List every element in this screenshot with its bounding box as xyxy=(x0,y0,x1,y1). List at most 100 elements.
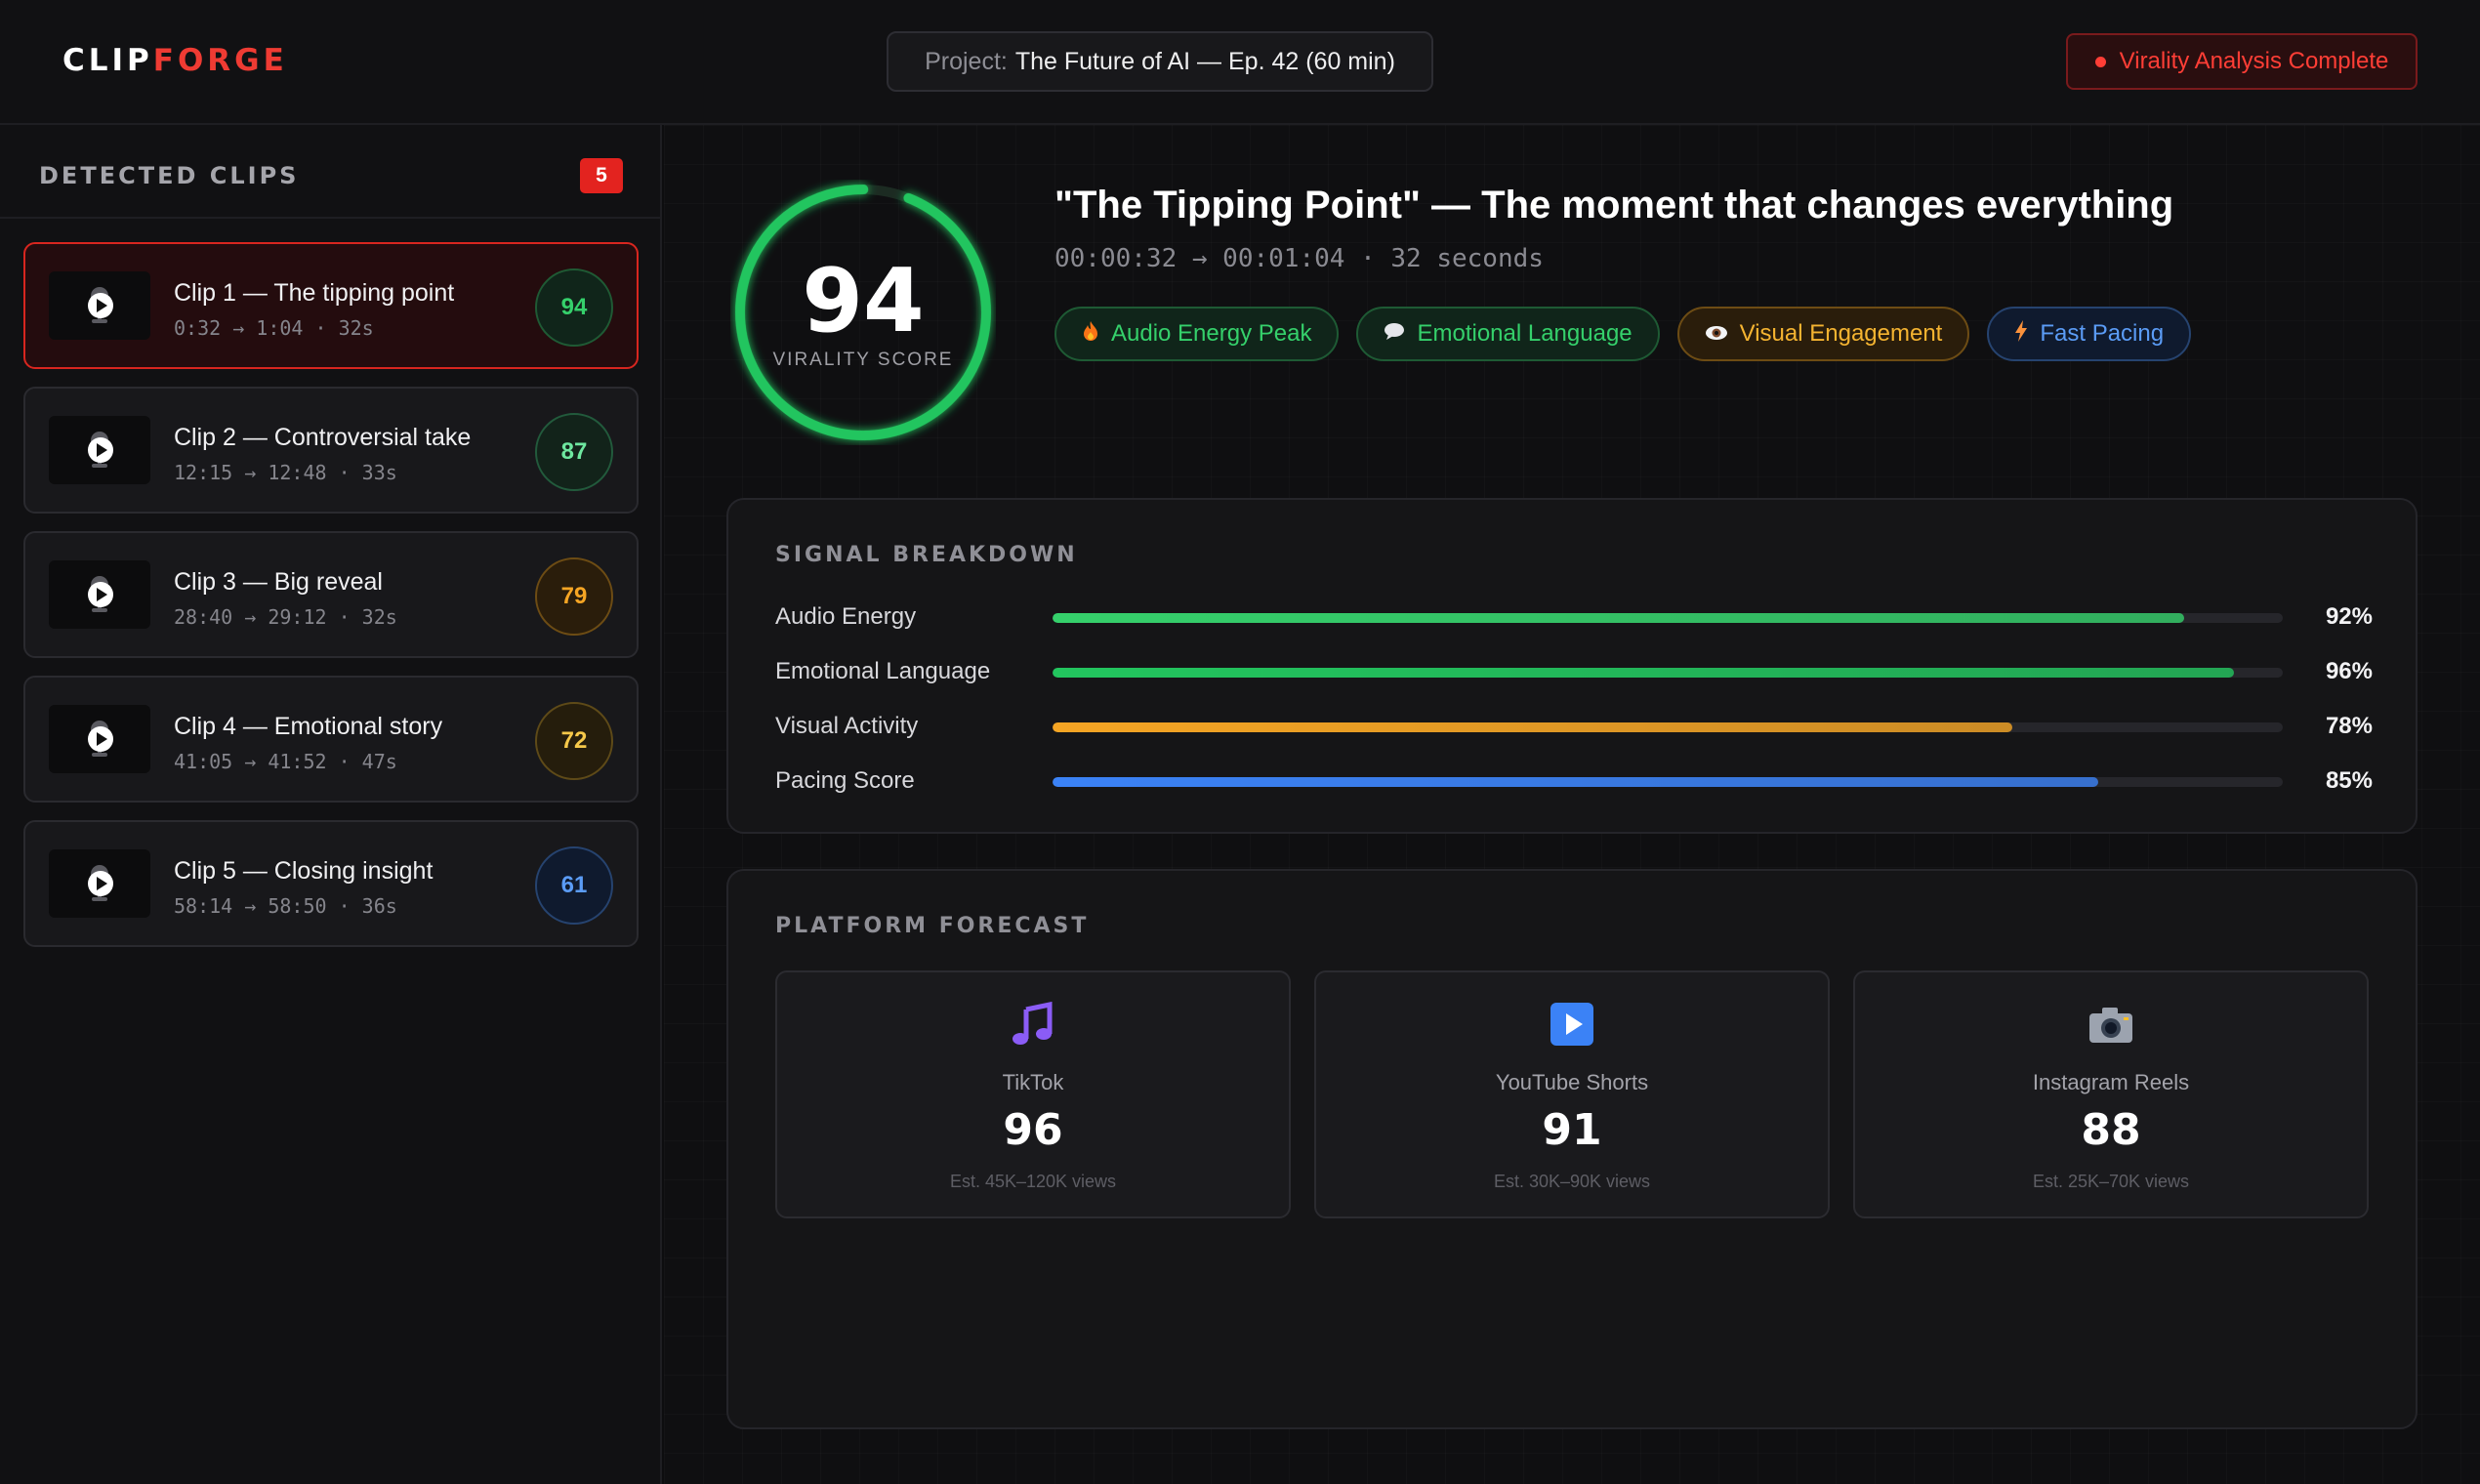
signal-percent: 85% xyxy=(2325,767,2373,794)
clip-title: Clip 1 — The tipping point xyxy=(174,279,455,307)
clip-thumbnail[interactable] xyxy=(49,271,150,340)
signal-bar-fill xyxy=(1053,613,2185,623)
platform-name: Instagram Reels xyxy=(2032,1070,2190,1094)
fire-icon xyxy=(1082,320,1099,348)
platform-card-instagram-reels[interactable]: Instagram Reels 88 Est. 25K–70K views xyxy=(1853,970,2369,1218)
platform-name: TikTok xyxy=(1002,1070,1064,1094)
clip-item-2[interactable]: Clip 2 — Controversial take 12:15 → 12:4… xyxy=(23,387,639,514)
signal-tags: Audio Energy Peak Emotional Language Vis… xyxy=(1054,307,2192,361)
tag-label: Audio Energy Peak xyxy=(1111,320,1312,347)
status-text: Virality Analysis Complete xyxy=(2119,48,2389,74)
sidebar-header: DETECTED CLIPS 5 xyxy=(0,125,660,219)
signal-percent: 92% xyxy=(2325,603,2373,630)
score-arc xyxy=(735,185,991,440)
sidebar-title: DETECTED CLIPS xyxy=(39,162,300,189)
tag-visual-engagement[interactable]: Visual Engagement xyxy=(1676,307,1970,361)
project-name: The Future of AI — Ep. 42 (60 min) xyxy=(1014,47,1395,75)
top-bar: CLIPFORGE Project: The Future of AI — Ep… xyxy=(0,0,2480,125)
clip-timecode: 0:32 → 1:04 · 32s xyxy=(174,316,374,340)
play-icon[interactable] xyxy=(88,726,113,752)
signal-percent: 78% xyxy=(2325,713,2373,739)
clip-item-5[interactable]: Clip 5 — Closing insight 58:14 → 58:50 ·… xyxy=(23,820,639,947)
clip-title: Clip 4 — Emotional story xyxy=(174,713,443,740)
lightning-icon xyxy=(2014,320,2028,348)
signal-label: Visual Activity xyxy=(775,713,919,739)
signal-label: Pacing Score xyxy=(775,767,915,794)
clip-item-3[interactable]: Clip 3 — Big reveal 28:40 → 29:12 · 32s … xyxy=(23,531,639,658)
analysis-status-badge: Virality Analysis Complete xyxy=(2066,33,2418,90)
platform-forecast-title: PLATFORM FORECAST xyxy=(775,914,1090,938)
signal-bar-track xyxy=(1053,668,2283,678)
clip-item-4[interactable]: Clip 4 — Emotional story 41:05 → 41:52 ·… xyxy=(23,676,639,803)
tag-label: Visual Engagement xyxy=(1739,320,1943,347)
clip-title: Clip 3 — Big reveal xyxy=(174,568,383,596)
clips-sidebar: DETECTED CLIPS 5 Clip 1 — The tipping po… xyxy=(0,125,662,1484)
app-logo[interactable]: CLIPFORGE xyxy=(62,43,288,78)
speech-bubble-icon xyxy=(1384,321,1405,347)
play-button-icon xyxy=(1316,1002,1828,1047)
clip-count-badge: 5 xyxy=(580,158,623,193)
platform-card-tiktok[interactable]: TikTok 96 Est. 45K–120K views xyxy=(775,970,1291,1218)
play-icon[interactable] xyxy=(88,437,113,463)
clip-thumbnail[interactable] xyxy=(49,705,150,773)
logo-part-forge: FORGE xyxy=(152,43,288,78)
clip-item-1[interactable]: Clip 1 — The tipping point 0:32 → 1:04 ·… xyxy=(23,242,639,369)
clip-score-badge: 72 xyxy=(535,702,613,780)
music-note-icon xyxy=(777,1002,1289,1047)
status-dot-icon xyxy=(2094,56,2106,67)
clip-thumbnail[interactable] xyxy=(49,416,150,484)
clip-timecode: 28:40 → 29:12 · 32s xyxy=(174,605,397,629)
platform-forecast-panel: PLATFORM FORECAST TikTok 96 Est. 45K–120… xyxy=(726,869,2418,1429)
logo-part-clip: CLIP xyxy=(62,43,153,78)
platform-score: 88 xyxy=(2081,1105,2141,1155)
signal-bar-fill xyxy=(1053,722,2012,732)
clip-detail-panel: 94 VIRALITY SCORE "The Tipping Point" — … xyxy=(664,125,2480,1484)
clip-score-badge: 61 xyxy=(535,846,613,925)
clip-thumbnail[interactable] xyxy=(49,560,150,629)
project-label: Project: xyxy=(925,47,1008,75)
signal-row-visual-activity: Visual Activity 78% xyxy=(775,707,2373,746)
clip-title: Clip 2 — Controversial take xyxy=(174,424,472,451)
signal-label: Audio Energy xyxy=(775,603,917,630)
clip-title: Clip 5 — Closing insight xyxy=(174,857,434,885)
clip-thumbnail[interactable] xyxy=(49,849,150,918)
tag-label: Fast Pacing xyxy=(2040,320,2165,347)
platform-score: 96 xyxy=(1003,1105,1063,1155)
platform-card-youtube-shorts[interactable]: YouTube Shorts 91 Est. 30K–90K views xyxy=(1314,970,1830,1218)
platform-score: 91 xyxy=(1542,1105,1602,1155)
platform-name: YouTube Shorts xyxy=(1495,1070,1649,1094)
clip-timecode: 12:15 → 12:48 · 33s xyxy=(174,461,397,484)
camera-icon xyxy=(1855,1002,2367,1047)
signal-percent: 96% xyxy=(2325,658,2373,684)
signal-row-audio-energy: Audio Energy 92% xyxy=(775,598,2373,637)
play-icon[interactable] xyxy=(88,293,113,318)
project-selector[interactable]: Project: The Future of AI — Ep. 42 (60 m… xyxy=(887,31,1433,92)
clip-timecode: 41:05 → 41:52 · 47s xyxy=(174,750,397,773)
signal-bar-track xyxy=(1053,777,2283,787)
signal-row-pacing-score: Pacing Score 85% xyxy=(775,762,2373,801)
signal-breakdown-title: SIGNAL BREAKDOWN xyxy=(775,543,1078,567)
signal-label: Emotional Language xyxy=(775,658,991,684)
virality-score-value: 94 xyxy=(802,250,925,352)
tag-audio-energy-peak[interactable]: Audio Energy Peak xyxy=(1054,307,1340,361)
clip-score-badge: 87 xyxy=(535,413,613,491)
signal-bar-fill xyxy=(1053,777,2098,787)
play-icon[interactable] xyxy=(88,582,113,607)
tag-emotional-language[interactable]: Emotional Language xyxy=(1356,307,1660,361)
virality-score-label: VIRALITY SCORE xyxy=(772,350,954,370)
tag-label: Emotional Language xyxy=(1417,320,1633,347)
eye-icon xyxy=(1705,321,1728,347)
signal-bar-track xyxy=(1053,613,2283,623)
platform-estimate: Est. 45K–120K views xyxy=(949,1172,1117,1191)
clip-time-range: 00:00:32 → 00:01:04 · 32 seconds xyxy=(1054,244,1544,273)
signal-breakdown-panel: SIGNAL BREAKDOWN Audio Energy 92% Emotio… xyxy=(726,498,2418,834)
signal-bar-fill xyxy=(1053,668,2234,678)
platform-estimate: Est. 25K–70K views xyxy=(2032,1172,2190,1191)
tag-fast-pacing[interactable]: Fast Pacing xyxy=(1987,307,2192,361)
signal-bar-track xyxy=(1053,722,2283,732)
clip-headline: "The Tipping Point" — The moment that ch… xyxy=(1054,184,2174,227)
play-icon[interactable] xyxy=(88,871,113,896)
clip-score-badge: 94 xyxy=(535,268,613,347)
virality-score-gauge xyxy=(735,185,991,440)
signal-row-emotional-language: Emotional Language 96% xyxy=(775,652,2373,691)
